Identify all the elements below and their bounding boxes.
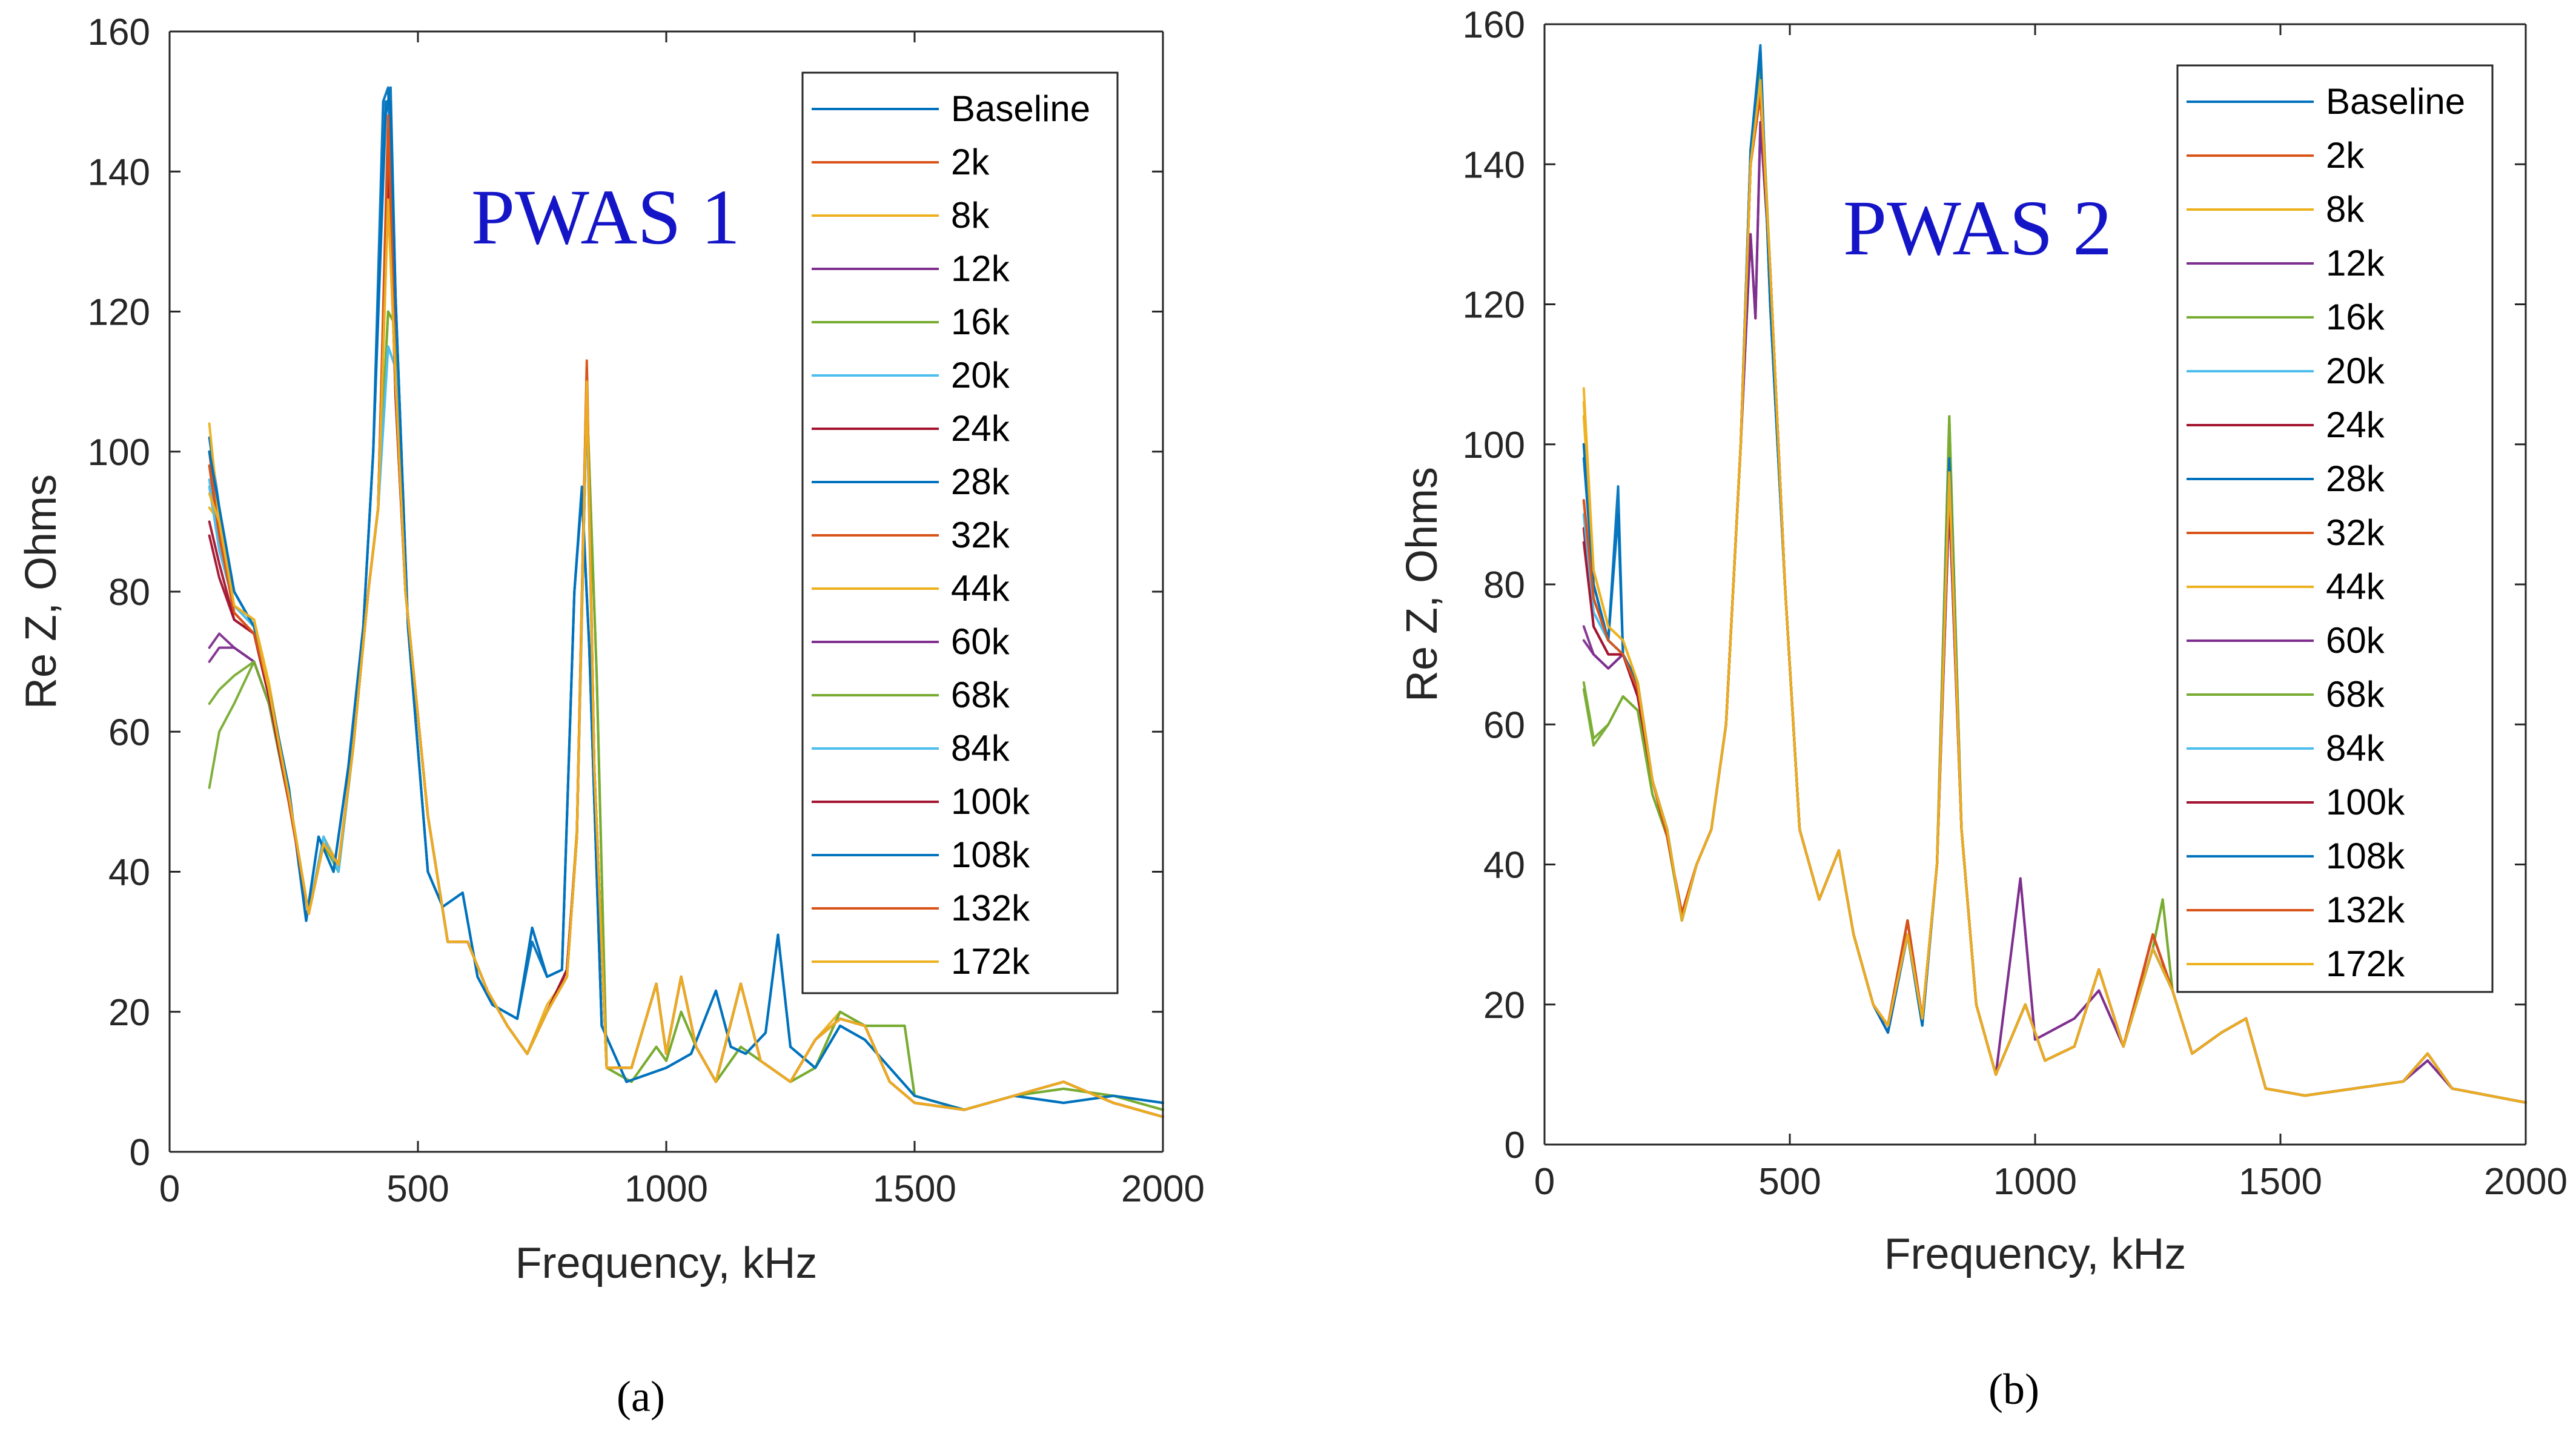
y-tick-label: 0 [130, 1132, 150, 1174]
y-tick-label: 100 [88, 432, 150, 474]
legend-label: 84k [951, 728, 1010, 768]
legend-label: 28k [951, 461, 1010, 502]
y-tick-label: 120 [1463, 285, 1525, 326]
y-axis-label-b: Re Z, Ohms [1398, 467, 1446, 702]
y-tick-label: 120 [88, 292, 150, 334]
y-tick-label: 140 [88, 151, 150, 193]
panel-label-a: (a) [617, 1372, 665, 1421]
y-tick-label: 40 [1483, 845, 1525, 887]
series-group-a [208, 86, 1164, 1119]
y-tick-label: 160 [88, 12, 150, 53]
legend-label: 12k [2326, 243, 2385, 283]
legend-box-b [2176, 64, 2494, 993]
legend-label: 16k [951, 302, 1010, 342]
panel-label-b: (b) [1988, 1365, 2039, 1413]
legend-label: 100k [951, 781, 1030, 822]
y-tick-label: 140 [1463, 144, 1525, 186]
series-line-172k [1582, 79, 2527, 1104]
series-line-108k [208, 86, 1164, 1111]
legend-label: 12k [951, 248, 1010, 289]
legend-label: 8k [951, 195, 990, 236]
legend-b: Baseline 2k 8k 12k 16k 20k 24k 28k 32k 44k 60k 68k 8… [2176, 64, 2494, 993]
legend-label: 172k [951, 941, 1030, 982]
legend-label: 24k [951, 408, 1010, 449]
x-axis-label-a: Frequency, kHz [515, 1239, 818, 1287]
legend-label: 8k [2326, 189, 2365, 230]
y-ticks-b: 0 20 40 60 80 100 120 140 160 [1463, 4, 2526, 1166]
x-tick-label: 2000 [1121, 1168, 1205, 1210]
legend-label: 68k [2326, 674, 2385, 715]
y-tick-label: 20 [1483, 985, 1525, 1026]
legend-box-a [801, 71, 1119, 994]
legend-label: 2k [2326, 135, 2365, 176]
y-tick-label: 80 [108, 572, 150, 613]
y-tick-label: 20 [108, 992, 150, 1034]
legend-label: 16k [2326, 297, 2385, 337]
x-tick-label: 1000 [624, 1168, 708, 1210]
legend-label: 108k [2326, 836, 2405, 876]
x-ticks-b: 0 500 1000 1500 2000 [1534, 24, 2568, 1203]
legend-label: 20k [951, 355, 1010, 395]
legend-label: 32k [2326, 512, 2385, 553]
legend-label: Baseline [2326, 81, 2465, 122]
y-tick-label: 160 [1463, 4, 1525, 46]
legend-label: 132k [951, 888, 1030, 928]
x-tick-label: 2000 [2484, 1161, 2568, 1203]
x-tick-label: 0 [159, 1168, 180, 1210]
legend-label: 108k [951, 834, 1030, 875]
legend-label: 24k [2326, 405, 2385, 445]
legend-label: 100k [2326, 782, 2405, 822]
panel-a: 0 500 1000 1500 2000 0 20 40 60 80 100 120 140 160 F… [17, 12, 1205, 1421]
panel-title-a: PWAS 1 [471, 174, 740, 261]
y-tick-label: 60 [1483, 704, 1525, 746]
legend-entries-b: Baseline 2k 8k 12k 16k 20k 24k 28k 32k 44k 60k 68k 8… [2187, 81, 2465, 984]
y-tick-label: 0 [1505, 1125, 1525, 1166]
x-tick-label: 0 [1534, 1161, 1555, 1203]
x-tick-label: 1000 [1993, 1161, 2077, 1203]
y-tick-label: 100 [1463, 425, 1525, 466]
x-tick-label: 500 [1758, 1161, 1821, 1203]
legend-entries-a: Baseline 2k 8k 12k 16k 20k 24k 28k 32k 44k 60k 68k 8… [812, 88, 1090, 982]
legend-a: Baseline 2k 8k 12k 16k 20k 24k 28k 32k 44k 60k 68k 8… [801, 71, 1119, 994]
y-tick-label: 60 [108, 712, 150, 753]
legend-label: 44k [951, 568, 1010, 609]
legend-label: Baseline [951, 88, 1090, 129]
panel-title-b: PWAS 2 [1843, 185, 2112, 272]
legend-label: 32k [951, 515, 1010, 555]
y-axis-label-a: Re Z, Ohms [17, 474, 65, 709]
legend-label: 28k [2326, 458, 2385, 499]
legend-label: 60k [951, 621, 1010, 662]
legend-label: 68k [951, 675, 1010, 715]
y-tick-label: 80 [1483, 564, 1525, 606]
legend-label: 60k [2326, 620, 2385, 661]
x-tick-label: 500 [386, 1168, 449, 1210]
x-axis-label-b: Frequency, kHz [1884, 1230, 2187, 1278]
legend-label: 2k [951, 142, 990, 182]
y-ticks-a: 0 20 40 60 80 100 120 140 160 [88, 12, 1163, 1174]
series-group-b [1582, 44, 2527, 1104]
legend-label: 84k [2326, 728, 2385, 768]
legend-label: 132k [2326, 890, 2405, 930]
x-tick-label: 1500 [873, 1168, 956, 1210]
y-tick-label: 40 [108, 852, 150, 894]
legend-label: 20k [2326, 351, 2385, 391]
x-ticks-a: 0 500 1000 1500 2000 [159, 31, 1205, 1210]
x-tick-label: 1500 [2239, 1161, 2322, 1203]
legend-label: 44k [2326, 566, 2385, 607]
legend-label: 172k [2326, 944, 2405, 984]
series-line-172k [208, 198, 1164, 1119]
panel-b: 0 500 1000 1500 2000 0 20 40 60 80 100 120 140 160 F… [1398, 4, 2568, 1413]
